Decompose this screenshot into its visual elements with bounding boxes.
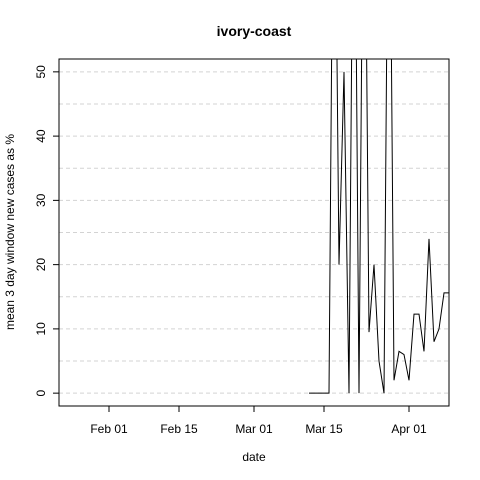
chart-title: ivory-coast [217, 23, 292, 39]
x-tick-label: Feb 01 [90, 422, 128, 436]
x-axis-label: date [242, 450, 266, 464]
x-tick-label: Mar 15 [305, 422, 343, 436]
x-tick-label: Apr 01 [391, 422, 427, 436]
y-tick-label: 0 [34, 389, 48, 396]
y-tick-label: 40 [34, 129, 48, 143]
x-tick-label: Feb 15 [160, 422, 198, 436]
y-tick-label: 50 [34, 65, 48, 79]
y-tick-label: 10 [34, 322, 48, 336]
series-line [309, 59, 449, 394]
y-axis-label: mean 3 day window new cases as % [3, 134, 17, 330]
y-tick-label: 20 [34, 258, 48, 272]
y-tick-label: 30 [34, 193, 48, 207]
x-tick-label: Mar 01 [235, 422, 273, 436]
y-axis: 0 10 20 30 40 50 [34, 65, 59, 396]
series-layer [309, 59, 449, 394]
x-axis: Feb 01 Feb 15 Mar 01 Mar 15 Apr 01 [90, 406, 427, 436]
